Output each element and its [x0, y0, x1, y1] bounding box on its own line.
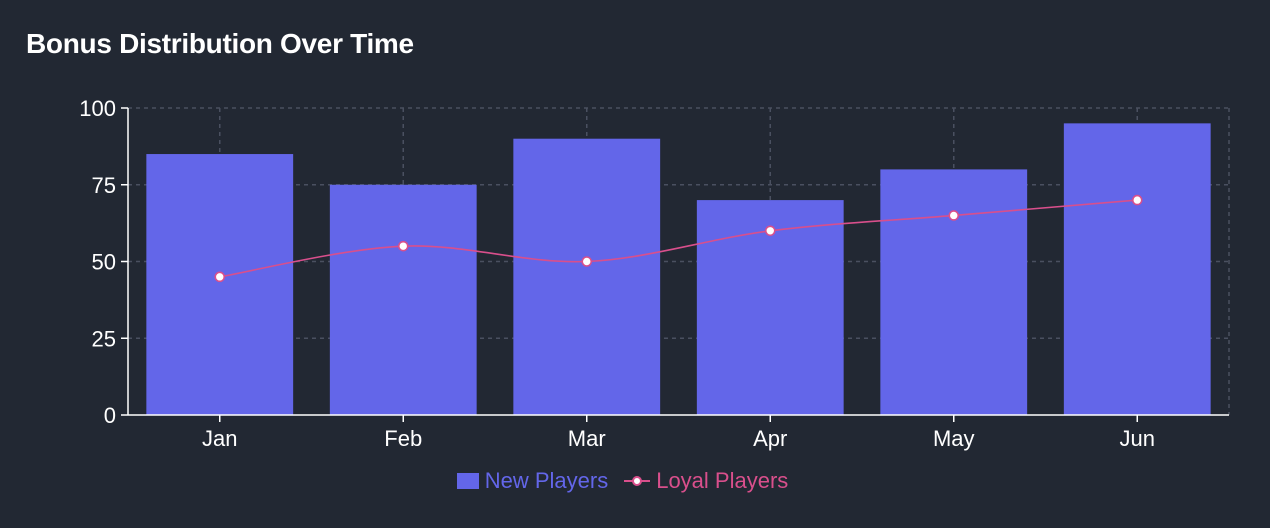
bar-feb[interactable]: [329, 184, 477, 415]
chart-legend: New Players Loyal Players: [0, 468, 1245, 494]
x-tick-label: Mar: [568, 426, 606, 451]
x-tick-label: Jan: [202, 426, 237, 451]
line-point-mar[interactable]: [581, 256, 593, 267]
bar-may[interactable]: [880, 169, 1028, 415]
legend-label-new-players: New Players: [484, 468, 609, 493]
legend-item-new-players[interactable]: New Players: [456, 468, 609, 494]
bar-series-new-players[interactable]: [146, 123, 1211, 416]
legend-line-marker: [632, 476, 643, 486]
bar-jan[interactable]: [146, 154, 294, 416]
bar-mar[interactable]: [513, 138, 661, 415]
line-point-apr[interactable]: [764, 225, 776, 237]
line-path-loyal-players[interactable]: [219, 199, 1138, 278]
x-tick-label: Feb: [384, 426, 422, 451]
chart-title: Bonus Distribution Over Time: [26, 28, 414, 59]
x-tick-label: Jun: [1120, 426, 1155, 451]
x-tick-label: May: [933, 426, 975, 451]
line-series-loyal-players[interactable]: [214, 194, 1143, 283]
line-point-may[interactable]: [948, 210, 960, 221]
y-tick-label: 75: [92, 173, 116, 198]
y-tick-label: 50: [92, 250, 116, 275]
line-point-feb[interactable]: [397, 240, 409, 252]
x-tick-label: Apr: [753, 426, 787, 451]
y-tick-label: 25: [92, 326, 116, 351]
y-tick-label: 100: [79, 96, 116, 121]
y-tick-label: 0: [104, 403, 116, 428]
legend-label-loyal-players: Loyal Players: [656, 468, 789, 493]
axes: 0 25 50 75 100 Jan Feb Mar Apr May Jun: [79, 96, 1229, 451]
legend-item-loyal-players[interactable]: Loyal Players: [624, 468, 788, 494]
bonus-chart: 0 25 50 75 100 Jan Feb Mar Apr May Jun: [79, 96, 1230, 451]
bar-jun[interactable]: [1063, 123, 1211, 415]
legend-line-swatch: [624, 476, 651, 486]
line-point-jun[interactable]: [1131, 194, 1143, 206]
line-point-jan[interactable]: [214, 271, 226, 283]
legend-bar-swatch: [456, 473, 479, 489]
